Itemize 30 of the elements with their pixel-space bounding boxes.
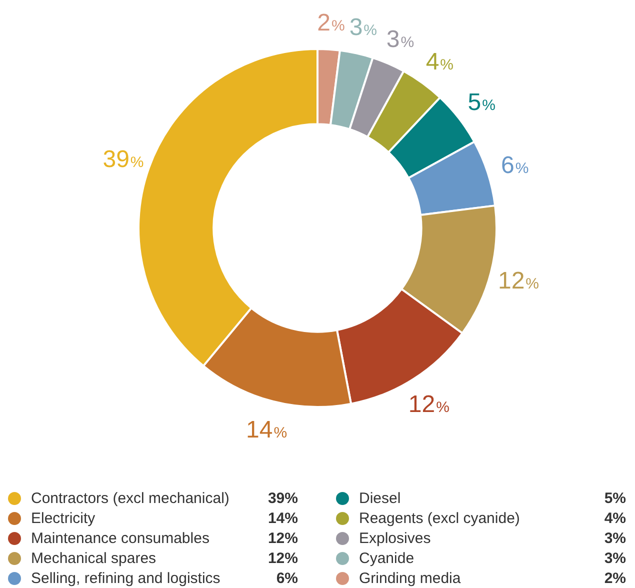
- data-label: 3%: [349, 14, 378, 41]
- text: 6%: [276, 570, 298, 586]
- legend-label: Reagents (excl cyanide): [359, 510, 521, 526]
- legend-label: Electricity: [31, 510, 96, 526]
- text: 14%: [268, 510, 298, 526]
- text: 2%: [604, 570, 626, 586]
- legend-label: Grinding media: [359, 570, 462, 586]
- text: 5%: [604, 490, 626, 506]
- data-label: 3%: [386, 26, 414, 54]
- data-label: 2%: [317, 9, 345, 36]
- text: 4%: [604, 510, 626, 526]
- data-label: 4%: [426, 48, 454, 76]
- text: 3%: [604, 550, 626, 566]
- data-label: 12%: [498, 267, 540, 294]
- data-label: 6%: [501, 152, 529, 180]
- legend-label: Cyanide: [359, 550, 416, 566]
- legend-label: Diesel: [359, 490, 402, 506]
- legend-label: Selling, refining and logistics: [31, 570, 222, 586]
- text: 12%: [268, 530, 298, 546]
- data-label: 12%: [408, 390, 450, 418]
- legend-label: Mechanical spares: [31, 550, 158, 566]
- text: 39%: [268, 490, 298, 506]
- legend-label: Maintenance consumables: [31, 530, 210, 546]
- data-label: 39%: [102, 146, 144, 173]
- legend-label: Contractors (excl mechanical): [31, 490, 230, 506]
- legend-label: Explosives: [359, 530, 432, 546]
- text: 3%: [604, 530, 626, 546]
- text: 12%: [268, 550, 298, 566]
- data-label: 5%: [468, 89, 496, 116]
- data-label: 14%: [246, 416, 288, 444]
